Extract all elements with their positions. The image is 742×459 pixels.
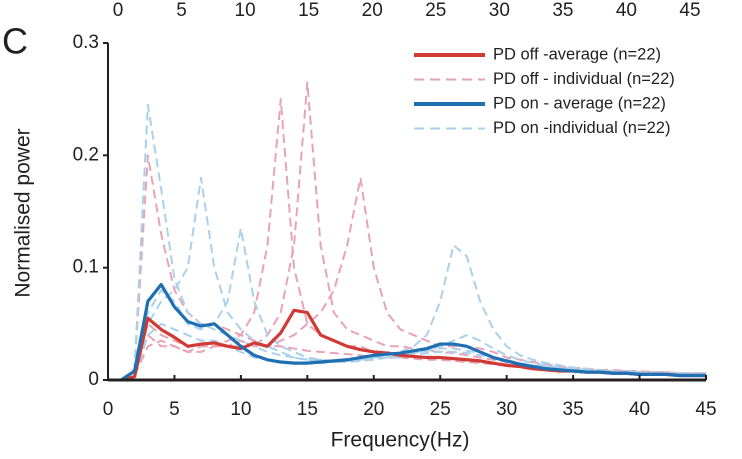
legend: PD off -average (n=22) PD off - individua… [414,45,675,137]
top-tick-label: 0 [113,0,124,21]
x-tick-label: 40 [629,399,650,420]
x-axis-label: Frequency(Hz) [331,429,470,452]
top-tick-label: 10 [235,0,256,21]
legend-label: PD off - individual (n=22) [493,70,675,88]
y-tick-label: 0.1 [73,257,99,278]
panel-label: C [2,21,28,62]
x-tick-label: 25 [430,399,451,420]
top-tick-label: 25 [425,0,446,21]
average-line [120,282,706,382]
top-tick-label: 20 [362,0,383,21]
individual-line [120,154,706,381]
top-tick-label: 40 [616,0,637,21]
x-tick-label: 35 [563,399,584,420]
legend-label: PD off -average (n=22) [493,45,661,63]
x-tick-label: 10 [230,399,251,420]
top-tick-label: 35 [552,0,573,21]
y-tick-label: 0.2 [73,144,99,165]
x-tick-label: 15 [297,399,318,420]
x-tick-label: 0 [103,399,114,420]
top-tick-label: 45 [679,0,700,21]
individual-line [120,244,706,381]
legend-label: PD on - average (n=22) [493,94,666,112]
plot-area [120,81,706,382]
top-tick-label: 15 [298,0,319,21]
y-tick-label: 0.3 [73,32,99,53]
x-tick-label: 30 [496,399,517,420]
individual-line [120,227,706,381]
individual-line [120,176,706,381]
y-tick-label: 0 [88,369,99,390]
x-tick-label: 45 [695,399,716,420]
x-tick-label: 20 [363,399,384,420]
individual-line [120,103,706,381]
x-tick-label: 5 [169,399,180,420]
individual-line [120,98,706,381]
individual-line [121,81,706,381]
legend-label: PD on -individual (n=22) [493,119,670,137]
y-axis-label: Normalised power [12,128,35,297]
top-tick-label: 5 [176,0,187,21]
top-tick-label: 30 [489,0,510,21]
